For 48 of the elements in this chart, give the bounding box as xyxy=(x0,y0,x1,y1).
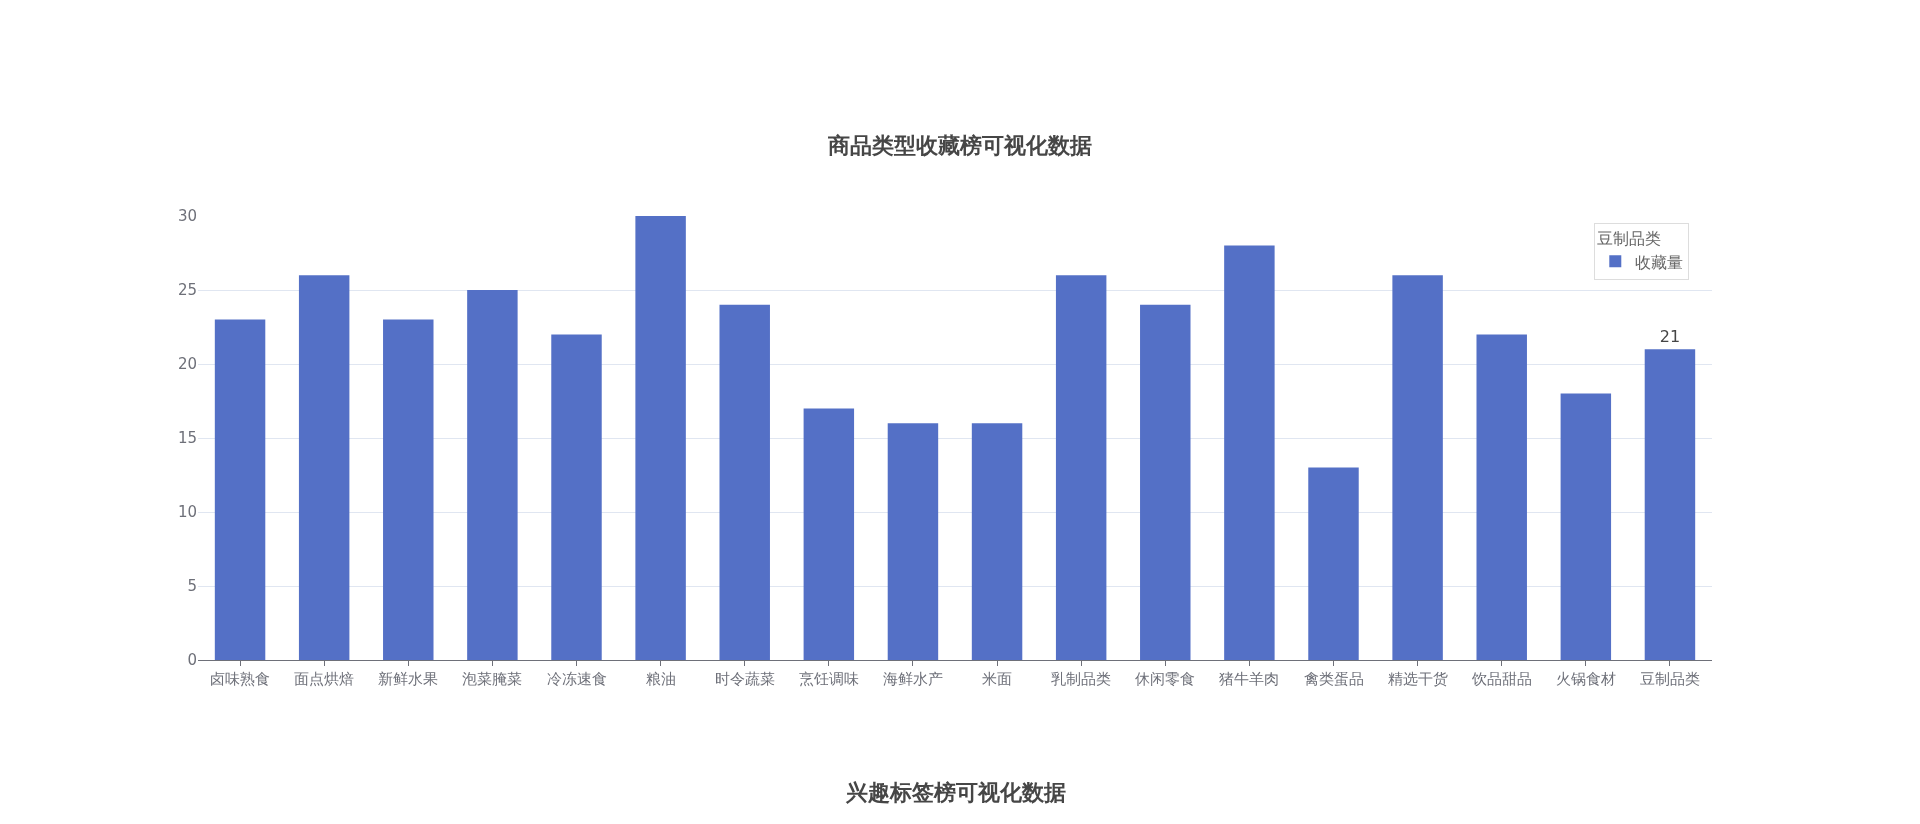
y-tick-label: 20 xyxy=(177,355,197,374)
bar xyxy=(887,423,939,660)
x-tick-label: 泡菜腌菜 xyxy=(462,670,523,688)
x-tick-label: 禽类蛋品 xyxy=(1303,670,1364,688)
bar xyxy=(1140,304,1191,660)
x-tick-label: 米面 xyxy=(982,670,1013,688)
bar xyxy=(383,319,434,660)
y-tick-label: 5 xyxy=(187,577,197,596)
y-tick-label: 25 xyxy=(177,281,197,300)
bar xyxy=(1308,467,1359,660)
bar xyxy=(214,319,266,660)
y-tick-label: 30 xyxy=(177,207,197,226)
x-tick-label: 豆制品类 xyxy=(1639,670,1700,688)
y-tick-label: 0 xyxy=(187,651,197,670)
bar xyxy=(298,275,350,660)
bar xyxy=(971,423,1023,660)
x-tick-label: 猪牛羊肉 xyxy=(1219,670,1280,688)
bar xyxy=(635,216,686,660)
x-tick-label: 精选干货 xyxy=(1387,670,1448,688)
x-tick-label: 乳制品类 xyxy=(1051,670,1112,688)
legend-label: 收藏量 xyxy=(1635,252,1684,272)
bar xyxy=(719,304,770,660)
x-tick-label: 烹饪调味 xyxy=(798,670,859,688)
x-tick-label: 卤味熟食 xyxy=(210,670,271,688)
x-tick-label: 饮品甜品 xyxy=(1470,670,1532,688)
bar xyxy=(551,334,602,660)
legend-title: 豆制品类 xyxy=(1597,229,1662,249)
x-tick-label: 休闲零食 xyxy=(1135,670,1196,688)
bar xyxy=(1644,349,1696,660)
bar xyxy=(803,408,855,660)
bar xyxy=(1055,275,1107,660)
y-tick-label: 15 xyxy=(177,429,197,448)
chart-title: 商品类型收藏榜可视化数据 xyxy=(827,132,1092,158)
x-tick-label: 冷冻速食 xyxy=(546,670,607,688)
x-tick-label: 新鲜水果 xyxy=(378,670,439,688)
text: 兴趣标签榜可视化数据 xyxy=(845,780,1066,805)
bar xyxy=(1392,275,1443,660)
x-tick-label: 粮油 xyxy=(645,670,676,688)
data-label: 21 xyxy=(1659,327,1681,347)
bar xyxy=(1476,334,1527,660)
bar xyxy=(1224,245,1275,660)
bar xyxy=(467,290,518,660)
x-tick-label: 火锅食材 xyxy=(1555,670,1616,688)
x-tick-label: 时令蔬菜 xyxy=(714,670,775,688)
x-tick-label: 面点烘焙 xyxy=(294,670,355,688)
bar xyxy=(1560,393,1612,660)
y-tick-label: 10 xyxy=(177,503,197,522)
x-tick-label: 海鲜水产 xyxy=(882,670,943,688)
